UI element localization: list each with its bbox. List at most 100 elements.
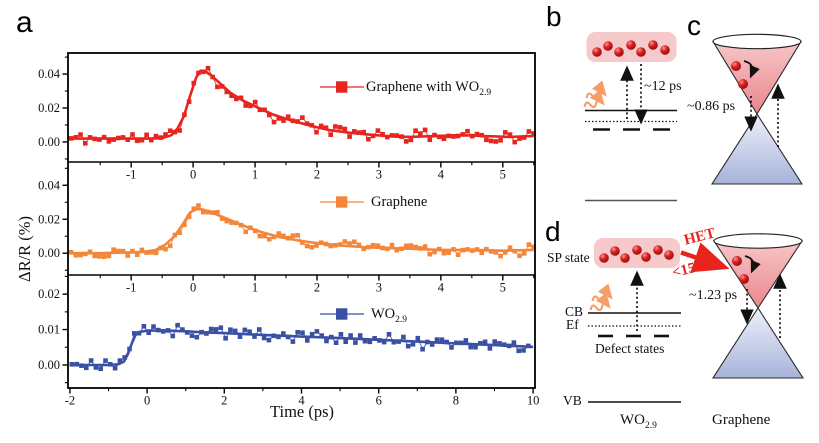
data-point (248, 103, 253, 109)
diagram-d (588, 233, 805, 403)
material-text: WO (620, 412, 645, 428)
data-point (276, 116, 282, 121)
diagram-c (710, 33, 804, 185)
data-point (488, 138, 494, 144)
data-point (314, 329, 320, 334)
data-point (361, 246, 366, 252)
data-point (83, 141, 88, 146)
data-point (228, 327, 233, 332)
x-tick-label: 8 (453, 394, 459, 408)
x-tick-label: 4 (438, 281, 445, 295)
data-point (262, 233, 267, 239)
electron (732, 256, 742, 266)
data-point (73, 253, 79, 258)
cb-label: CB (565, 304, 584, 319)
x-tick-label: 1 (252, 168, 258, 182)
y-tick-label: 0.01 (38, 323, 60, 337)
data-point (405, 343, 411, 349)
data-point (167, 243, 173, 249)
diagram-b (583, 32, 677, 202)
data-point (516, 348, 521, 354)
cooling-arrow (744, 255, 761, 274)
data-point (234, 96, 239, 102)
data-point (356, 242, 362, 248)
panel-label-b: b (546, 1, 562, 32)
data-point (439, 337, 445, 342)
data-point (223, 336, 228, 341)
data-point (281, 233, 286, 239)
data-point (497, 341, 502, 346)
data-point (177, 230, 182, 235)
x-tick-label: -2 (65, 394, 75, 408)
data-point (130, 132, 135, 137)
data-point (149, 250, 154, 255)
data-point (347, 134, 352, 139)
data-point (463, 338, 469, 343)
y-tick-label: 0.02 (38, 212, 60, 226)
data-point (352, 239, 357, 245)
data-point (186, 214, 192, 220)
data-point (343, 339, 348, 344)
fit-line (69, 69, 534, 140)
data-point (410, 342, 416, 347)
legend-marker (336, 196, 348, 208)
electron (739, 274, 749, 284)
data-point (101, 254, 107, 259)
data-point (177, 128, 182, 133)
data-point (403, 243, 409, 249)
panel-label-a: a (16, 6, 33, 39)
data-point (517, 253, 522, 259)
data-point (304, 243, 310, 249)
data-point (238, 95, 244, 101)
legend-marker (336, 308, 348, 320)
data-point (243, 103, 248, 108)
data-point (139, 247, 145, 253)
data-point (372, 336, 377, 341)
data-point (427, 251, 433, 257)
data-point (271, 234, 277, 240)
data-point (337, 125, 343, 130)
data-point (512, 139, 517, 145)
data-point (422, 244, 428, 249)
x-tick-label: 0 (144, 394, 150, 408)
data-point (141, 324, 147, 329)
fit-line (69, 329, 534, 367)
data-point (375, 128, 381, 133)
lifetime-label-c: ~0.86 ps (687, 99, 736, 114)
data-point (78, 252, 83, 258)
data-point (276, 334, 281, 340)
data-point (276, 231, 282, 236)
photon-icon (589, 283, 613, 312)
y-tick-label: 0.02 (38, 101, 60, 115)
data-point (205, 65, 211, 71)
lifetime-label-b: ~12 ps (644, 79, 682, 94)
data-point (401, 334, 406, 340)
x-tick-label: 4 (298, 394, 305, 408)
x-tick-label: 5 (500, 168, 506, 182)
data-point (408, 137, 414, 143)
data-point (482, 339, 488, 345)
data-point (429, 342, 435, 347)
data-point (413, 128, 418, 133)
data-point (153, 133, 159, 139)
data-point (163, 246, 168, 252)
data-point (446, 250, 451, 255)
data-point (101, 134, 107, 140)
data-point (106, 253, 112, 259)
data-point (281, 331, 286, 336)
data-point (106, 139, 112, 144)
data-point (252, 334, 257, 339)
dirac-cone-lower (710, 112, 804, 185)
data-point (370, 242, 376, 248)
data-point (112, 365, 118, 371)
data-point (218, 325, 224, 330)
data-point (266, 337, 272, 343)
data-point (215, 84, 220, 90)
fit-line (69, 207, 534, 255)
photon-icon (583, 80, 607, 109)
data-point (455, 252, 461, 257)
data-point (295, 233, 300, 238)
data-point (132, 331, 137, 336)
data-point (232, 328, 238, 334)
